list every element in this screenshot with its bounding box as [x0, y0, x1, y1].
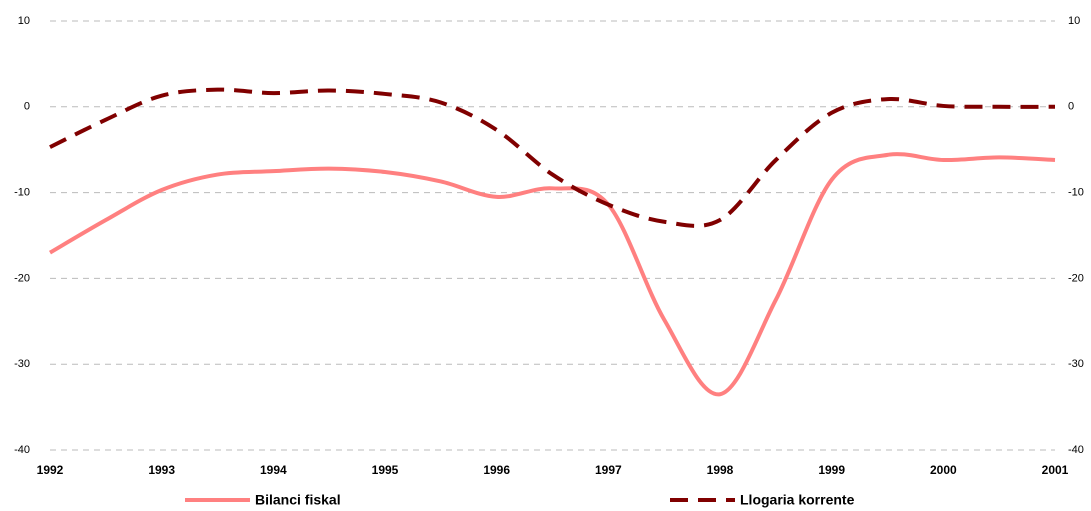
series-line: [49, 87, 1056, 228]
y-tick-label: 0: [24, 101, 30, 113]
y2-tick-label: -20: [1068, 272, 1084, 284]
y-tick-label: -20: [14, 272, 30, 284]
x-tick-label: 1997: [595, 463, 622, 477]
x-tick-label: 1999: [818, 463, 845, 477]
legend-label: Llogaria korrente: [740, 492, 855, 508]
y2-tick-label: 0: [1068, 101, 1074, 113]
x-tick-label: 1994: [260, 463, 287, 477]
y2-tick-label: -10: [1068, 187, 1084, 199]
legend-label: Bilanci fiskal: [255, 492, 341, 508]
x-tick-label: 2001: [1042, 463, 1069, 477]
x-tick-label: 1995: [372, 463, 399, 477]
y-tick-label: -40: [14, 444, 30, 456]
y-tick-label: -30: [14, 358, 30, 370]
y-tick-label: 10: [18, 15, 30, 27]
x-tick-label: 1998: [707, 463, 734, 477]
y2-tick-label: 10: [1068, 15, 1080, 27]
y-tick-label: -10: [14, 187, 30, 199]
x-tick-label: 2000: [930, 463, 957, 477]
x-tick-label: 1992: [37, 463, 64, 477]
y2-tick-label: -40: [1068, 444, 1084, 456]
series-line: [48, 152, 1056, 397]
y2-tick-label: -30: [1068, 358, 1084, 370]
x-tick-label: 1996: [483, 463, 510, 477]
x-tick-label: 1993: [148, 463, 175, 477]
